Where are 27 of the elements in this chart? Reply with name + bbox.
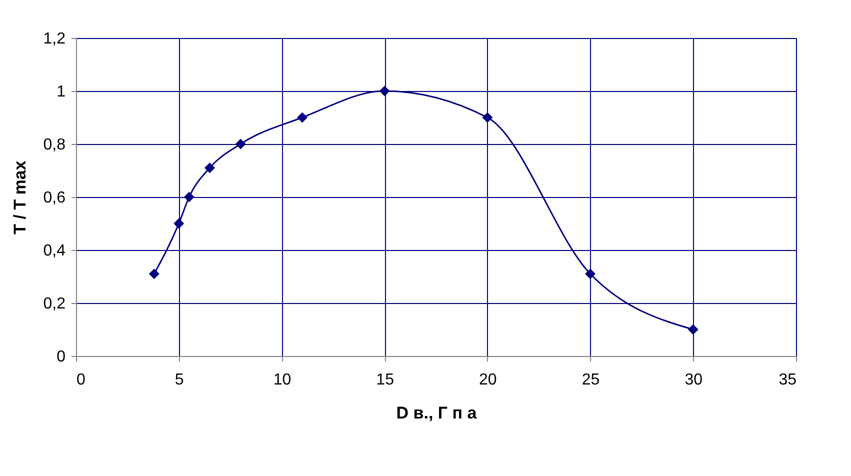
x-tick-label: 30 bbox=[684, 372, 703, 388]
point bbox=[184, 192, 194, 202]
x-axis-title: D в., Г п а bbox=[396, 404, 478, 422]
point bbox=[297, 112, 308, 123]
point bbox=[174, 218, 184, 229]
point bbox=[379, 86, 390, 96]
y-tick-label: 0,4 bbox=[43, 242, 66, 260]
y-tick-label: 0,6 bbox=[43, 190, 66, 206]
y-tick-label: 0,2 bbox=[43, 296, 66, 312]
y-tick-label: 0 bbox=[56, 348, 66, 366]
point bbox=[585, 268, 596, 280]
x-tick-label: 20 bbox=[479, 372, 497, 388]
x-tick-label: 35 bbox=[778, 372, 797, 388]
x-tick-label: 15 bbox=[376, 372, 394, 388]
x-tick-label: 10 bbox=[273, 372, 292, 388]
point bbox=[235, 138, 246, 150]
point bbox=[688, 324, 698, 335]
point bbox=[482, 112, 493, 123]
y-tick-label: 1,2 bbox=[43, 30, 66, 48]
x-tick-label: 0 bbox=[76, 372, 86, 388]
y-tick-label: 0,8 bbox=[43, 136, 66, 154]
point bbox=[148, 268, 160, 280]
y-axis-title: T / T max bbox=[10, 160, 30, 234]
x-tick-label: 5 bbox=[174, 372, 184, 388]
point bbox=[204, 162, 215, 174]
y-tick-label: 1 bbox=[56, 84, 66, 100]
x-tick-label: 25 bbox=[582, 372, 600, 388]
